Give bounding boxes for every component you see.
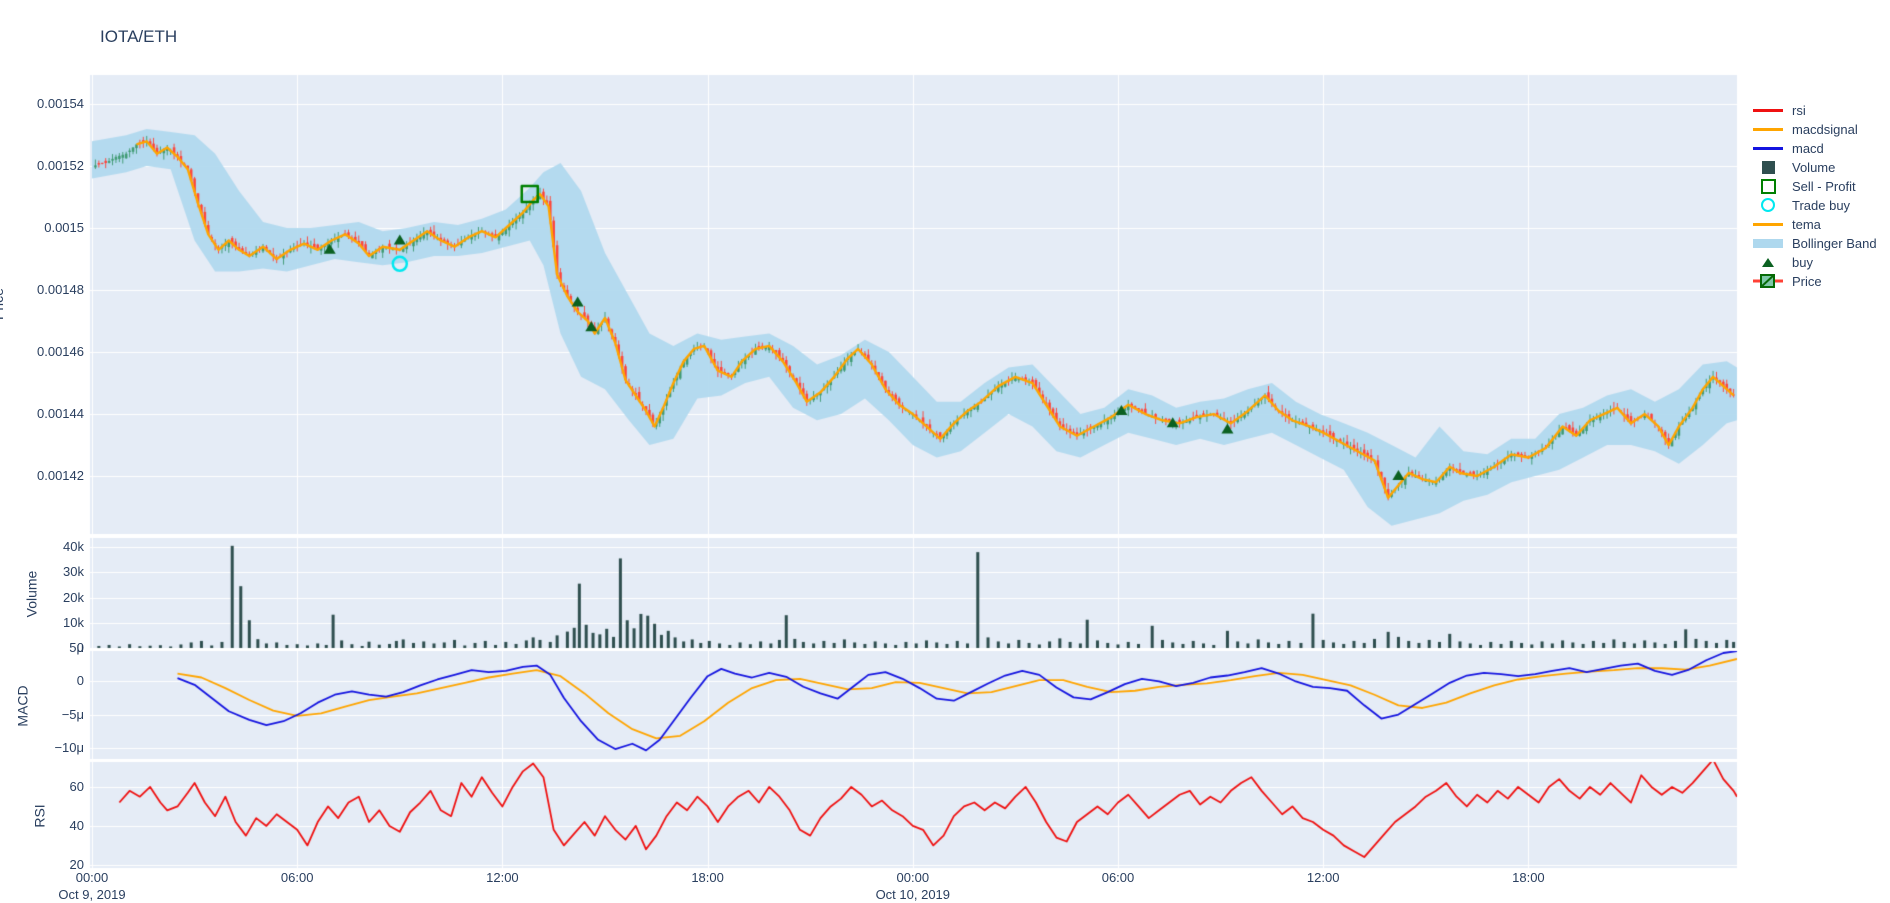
legend-item-label: rsi	[1792, 102, 1806, 118]
x-date-label: Oct 9, 2019	[58, 887, 126, 902]
legend-item-label: buy	[1792, 254, 1813, 270]
legend-item-label: Volume	[1792, 159, 1836, 175]
bollinger-band-legend-icon	[1752, 236, 1784, 250]
trade-buy-legend-icon	[1752, 198, 1784, 212]
macd-tick-label: −5μ	[61, 706, 84, 722]
macdsignal-legend-icon	[1752, 122, 1784, 136]
volume-tick-label: 20k	[63, 589, 84, 605]
sell-profit-legend-icon	[1752, 178, 1784, 194]
macd-tick-label: −10μ	[54, 739, 84, 755]
legend-item-label: macdsignal	[1792, 121, 1858, 137]
legend-item-label: Price	[1792, 273, 1822, 289]
price-tick-label: 0.00142	[37, 468, 84, 484]
x-date-label: Oct 10, 2019	[875, 887, 951, 902]
price-legend-icon	[1752, 274, 1784, 288]
price-tick-label: 0.00144	[37, 406, 84, 422]
legend-item-label: Sell - Profit	[1792, 178, 1856, 194]
legend: rsi macdsignal macd Volume Sell - Profit Trad…	[1752, 102, 1877, 289]
legend-item-bollinger-band[interactable]: Bollinger Band	[1752, 235, 1877, 251]
volume-tick-label: 0	[76, 640, 84, 655]
x-tick-label: 00:00	[896, 870, 930, 885]
legend-item-tema[interactable]: tema	[1752, 216, 1877, 232]
legend-item-volume[interactable]: Volume	[1752, 159, 1877, 175]
volume-legend-icon	[1752, 160, 1784, 174]
x-tick-label: 06:00	[280, 870, 314, 885]
x-tick-label: 00:00	[75, 870, 109, 885]
legend-item-buy[interactable]: buy	[1752, 254, 1877, 270]
legend-item-sell-profit[interactable]: Sell - Profit	[1752, 178, 1877, 194]
rsi-legend-icon	[1752, 103, 1784, 117]
price-tick-label: 0.0015	[44, 220, 84, 236]
buy-legend-icon	[1752, 255, 1784, 269]
legend-item-label: Bollinger Band	[1792, 235, 1877, 251]
x-tick-label: 12:00	[1306, 870, 1340, 885]
legend-item-label: Trade buy	[1792, 197, 1851, 213]
price-tick-label: 0.00146	[37, 344, 84, 360]
chart-title: IOTA/ETH	[100, 27, 178, 46]
tema-legend-icon	[1752, 217, 1784, 231]
x-tick-label: 06:00	[1101, 870, 1135, 885]
legend-item-trade-buy[interactable]: Trade buy	[1752, 197, 1877, 213]
price-tick-label: 0.00152	[37, 158, 84, 174]
x-tick-label: 18:00	[691, 870, 724, 885]
rsi-tick-label: 60	[69, 778, 84, 794]
x-tick-label: 12:00	[486, 870, 519, 885]
legend-item-macdsignal[interactable]: macdsignal	[1752, 121, 1877, 137]
macd-legend-icon	[1752, 141, 1784, 155]
legend-item-rsi[interactable]: rsi	[1752, 102, 1877, 118]
volume-tick-label: 40k	[63, 539, 84, 555]
macd-tick-label: 5μ	[69, 640, 84, 656]
price-tick-label: 0.00148	[37, 282, 84, 298]
rsi-tick-label: 20	[69, 856, 84, 872]
legend-item-label: tema	[1792, 216, 1821, 232]
legend-item-label: macd	[1792, 140, 1824, 156]
volume-tick-label: 30k	[63, 564, 84, 580]
rsi-tick-label: 40	[69, 817, 84, 833]
legend-item-price[interactable]: Price	[1752, 273, 1877, 289]
x-tick-label: 18:00	[1512, 870, 1545, 885]
legend-item-macd[interactable]: macd	[1752, 140, 1877, 156]
price-tick-label: 0.00154	[37, 96, 84, 112]
volume-tick-label: 10k	[63, 614, 84, 630]
macd-tick-label: 0	[76, 673, 84, 689]
